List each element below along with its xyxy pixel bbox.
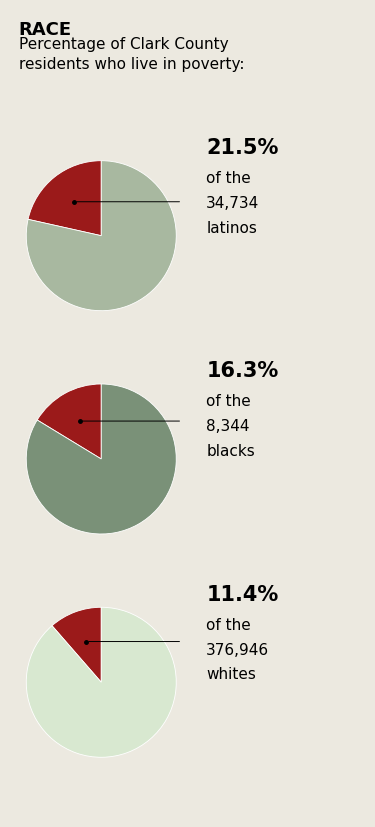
Text: of the: of the <box>206 394 251 409</box>
Text: 11.4%: 11.4% <box>206 585 279 605</box>
Wedge shape <box>52 607 101 682</box>
Text: RACE: RACE <box>19 21 72 39</box>
Text: latinos: latinos <box>206 221 257 236</box>
Text: 8,344: 8,344 <box>206 419 250 434</box>
Wedge shape <box>28 160 101 236</box>
Text: of the: of the <box>206 618 251 633</box>
Text: whites: whites <box>206 667 256 682</box>
Wedge shape <box>37 384 101 459</box>
Text: Percentage of Clark County
residents who live in poverty:: Percentage of Clark County residents who… <box>19 37 244 72</box>
Text: 21.5%: 21.5% <box>206 138 279 158</box>
Text: blacks: blacks <box>206 444 255 459</box>
Wedge shape <box>26 384 176 534</box>
Wedge shape <box>26 607 176 758</box>
Text: of the: of the <box>206 171 251 186</box>
Text: 34,734: 34,734 <box>206 196 260 211</box>
Text: 16.3%: 16.3% <box>206 361 279 381</box>
Text: 376,946: 376,946 <box>206 643 269 657</box>
Wedge shape <box>26 160 176 311</box>
